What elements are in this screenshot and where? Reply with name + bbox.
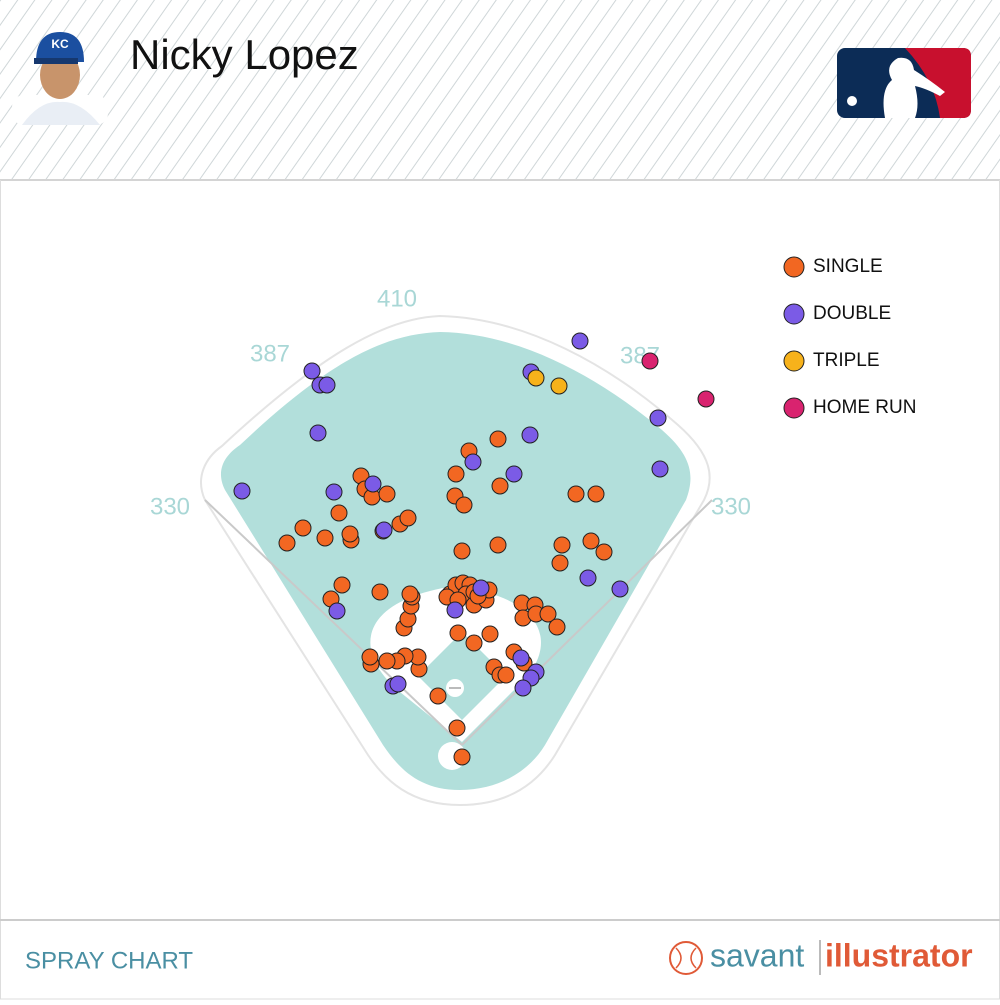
hit-point (464, 453, 482, 471)
legend-label: SINGLE (813, 256, 883, 277)
legend-swatch (783, 303, 805, 325)
legend-swatch (783, 397, 805, 419)
hit-point (449, 624, 467, 642)
hit-point (551, 554, 569, 572)
hit-point (465, 634, 483, 652)
hit-point (455, 496, 473, 514)
svg-text:KC: KC (51, 37, 69, 51)
hit-point (567, 485, 585, 503)
hit-point (378, 652, 396, 670)
hit-point (481, 625, 499, 643)
hit-point (497, 666, 515, 684)
hit-point (364, 475, 382, 493)
hit-point (514, 679, 532, 697)
hit-point (521, 426, 539, 444)
legend-label: HOME RUN (813, 397, 916, 418)
hit-point (309, 424, 327, 442)
hit-point (595, 543, 613, 561)
hit-point (539, 605, 557, 623)
mlb-logo (837, 48, 971, 118)
wall-distance: 330 (150, 493, 190, 520)
hit-point (371, 583, 389, 601)
hit-point (333, 576, 351, 594)
hit-point (579, 569, 597, 587)
legend-swatch (783, 350, 805, 372)
footer-label: SPRAY CHART (25, 947, 193, 974)
hit-point (512, 649, 530, 667)
hit-point (453, 542, 471, 560)
hit-point (316, 529, 334, 547)
hit-point (553, 536, 571, 554)
hit-point (489, 536, 507, 554)
hit-point (303, 362, 321, 380)
hit-point (651, 460, 669, 478)
hit-point (641, 352, 659, 370)
hit-point (587, 485, 605, 503)
hit-point (341, 525, 359, 543)
brand-left: savant (710, 937, 804, 973)
hit-point (378, 485, 396, 503)
hit-point (571, 332, 589, 350)
legend-swatch (783, 256, 805, 278)
hit-point (389, 675, 407, 693)
savant-logo: savant illustrator (669, 937, 973, 975)
hit-point (582, 532, 600, 550)
hit-point (233, 482, 251, 500)
hit-point (294, 519, 312, 537)
hit-point (491, 477, 509, 495)
brand-right: illustrator (825, 937, 973, 973)
hit-point (399, 509, 417, 527)
legend-label: TRIPLE (813, 350, 880, 371)
hit-point (401, 585, 419, 603)
outfield-grass (220, 332, 691, 790)
hit-point (325, 483, 343, 501)
hit-point (527, 369, 545, 387)
hit-point (447, 465, 465, 483)
wall-distance: 387 (250, 340, 290, 367)
hit-point (548, 618, 566, 636)
hit-point (505, 465, 523, 483)
wall-distance: 410 (377, 285, 417, 312)
hit-point (489, 430, 507, 448)
hit-point (318, 376, 336, 394)
headshot: KC (12, 32, 108, 125)
hit-point (448, 719, 466, 737)
hit-point (472, 579, 490, 597)
hit-point (649, 409, 667, 427)
hit-point (550, 377, 568, 395)
hit-point (611, 580, 629, 598)
hit-point (453, 748, 471, 766)
hit-point (330, 504, 348, 522)
hit-point (429, 687, 447, 705)
legend-label: DOUBLE (813, 303, 891, 324)
foul-line (204, 499, 463, 746)
hit-point (361, 648, 379, 666)
hit-point (278, 534, 296, 552)
player-name: Nicky Lopez (130, 31, 359, 78)
hit-point (697, 390, 715, 408)
hit-point (446, 601, 464, 619)
foul-line (461, 499, 713, 746)
hit-point (375, 521, 393, 539)
wall-distance: 330 (711, 493, 751, 520)
hit-point (328, 602, 346, 620)
header-bg (0, 0, 1000, 180)
